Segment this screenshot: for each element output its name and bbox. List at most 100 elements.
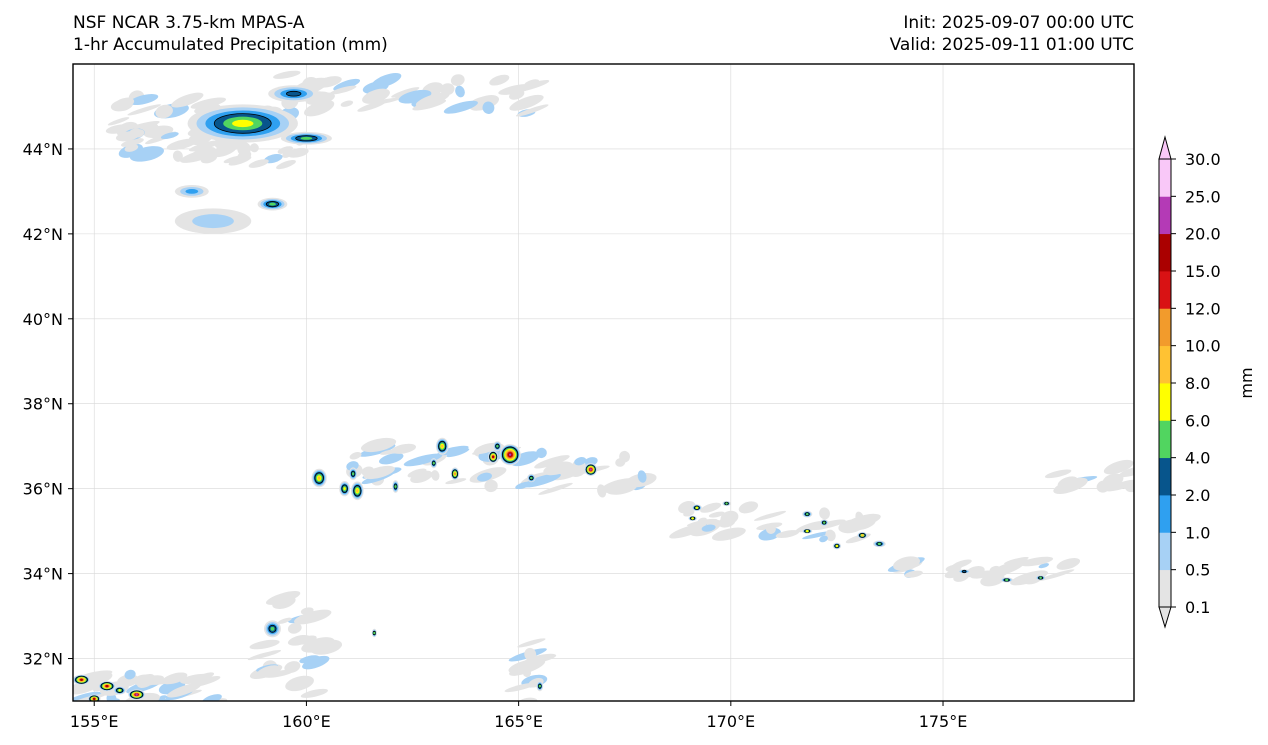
colorbar: 0.1 0.5 1.0 2.0 4.0 6.0 8.0 10.0 12.0 15.0 20.0 25.… — [1158, 135, 1256, 629]
light-rain-patch — [477, 472, 492, 482]
precip-cell — [1035, 575, 1046, 581]
precip-contour — [269, 202, 276, 206]
light-rain-patch — [285, 675, 314, 692]
lon-tick-label: 160°E — [282, 712, 331, 731]
light-rain-patch — [515, 104, 549, 117]
light-rain-patch — [538, 482, 573, 495]
light-rain-patch — [373, 97, 400, 105]
light-rain-patch — [73, 679, 101, 695]
light-rain-patch — [450, 74, 465, 86]
light-rain-patch — [287, 622, 302, 634]
light-rain-patch — [237, 150, 252, 161]
precip-contour — [530, 476, 533, 480]
light-rain-patch — [287, 147, 309, 158]
light-rain-patch — [107, 117, 130, 126]
colorbar-tick-label: 0.5 — [1185, 561, 1210, 580]
light-rain-patch — [443, 100, 478, 114]
light-rain-patch — [970, 570, 994, 579]
precip-contour — [185, 189, 199, 194]
light-rain-patch — [504, 682, 536, 693]
light-rain-patch — [524, 647, 537, 661]
light-rain-patch — [1038, 563, 1050, 569]
colorbar-max-extend — [1158, 135, 1172, 160]
light-rain-patch — [708, 511, 725, 518]
light-rain-patch — [996, 559, 1031, 571]
precip-cell — [268, 85, 320, 103]
light-rain-patch — [1105, 479, 1134, 492]
light-rain-patch — [574, 457, 587, 466]
precip-cell — [263, 620, 281, 638]
colorbar-segment — [1159, 308, 1171, 347]
light-rain-patch — [810, 519, 846, 531]
precip-contour — [343, 487, 346, 491]
light-rain-patch — [637, 470, 647, 483]
precip-contour — [80, 678, 83, 681]
precip-cell — [802, 528, 813, 534]
light-rain-patch — [765, 523, 776, 534]
light-rain-patch — [678, 501, 696, 514]
precip-contour — [135, 693, 138, 696]
precip-cell — [280, 131, 332, 145]
precip-cell — [722, 500, 731, 507]
colorbar-tick-label: 12.0 — [1185, 299, 1221, 318]
precip-contour — [508, 453, 512, 456]
light-rain-patch — [534, 455, 570, 469]
light-rain-patch — [904, 570, 923, 578]
light-rain-patch — [516, 697, 538, 701]
lat-tick-label: 44°N — [23, 140, 63, 159]
light-rain-patch — [484, 479, 498, 493]
light-rain-patch — [129, 146, 164, 162]
light-rain-patch — [1038, 569, 1075, 581]
light-rain-patch — [509, 94, 544, 111]
title-right: Init: 2025-09-07 00:00 UTC Valid: 2025-0… — [890, 12, 1134, 56]
light-rain-patch — [188, 675, 221, 688]
light-rain-patch — [455, 85, 465, 98]
light-rain-patch — [276, 160, 296, 170]
light-rain-patch — [379, 453, 404, 465]
precip-contour — [806, 529, 809, 533]
colorbar-tick-label: 20.0 — [1185, 225, 1221, 244]
lat-tick-label: 32°N — [23, 650, 63, 669]
light-rain-patch — [160, 132, 179, 140]
light-rain-patch — [510, 451, 540, 467]
light-rain-patch — [188, 140, 221, 152]
precip-contour — [356, 489, 359, 493]
precip-cell — [113, 686, 127, 695]
light-rain-patch — [517, 638, 546, 648]
light-rain-patch — [1044, 469, 1072, 479]
precip-contour — [1039, 576, 1042, 580]
title-left: NSF NCAR 3.75-km MPAS-A 1-hr Accumulated… — [73, 12, 388, 56]
map-axes: 155°E 160°E 165°E 170°E 175°E 32°N 34°N 36°N 38°… — [23, 140, 968, 731]
lon-tick-label: 165°E — [494, 712, 543, 731]
colorbar-tick-label: 6.0 — [1185, 411, 1210, 430]
light-rain-patch — [1056, 558, 1081, 570]
light-rain-patch — [107, 698, 120, 701]
precip-cell — [430, 458, 438, 469]
light-rain-patch — [410, 470, 433, 484]
field-title: 1-hr Accumulated Precipitation (mm) — [73, 35, 388, 55]
precip-contour — [105, 684, 109, 688]
colorbar-min-extend — [1158, 606, 1172, 629]
precip-contour — [877, 542, 881, 546]
precip-cell — [450, 467, 460, 481]
light-rain-patch — [855, 511, 864, 524]
precip-contour — [695, 506, 699, 509]
light-rain-patch — [265, 590, 301, 605]
light-rain-patch — [171, 92, 204, 108]
precip-cell — [87, 694, 101, 701]
precip-cell — [688, 515, 697, 521]
light-rain-patch — [349, 452, 362, 460]
colorbar-segment — [1159, 383, 1171, 421]
colorbar-tick-label: 8.0 — [1185, 374, 1210, 393]
light-rain-patch — [1004, 556, 1029, 565]
colorbar-tick-label: 2.0 — [1185, 486, 1210, 505]
light-rain-patch — [360, 437, 397, 453]
light-rain-patch — [371, 73, 402, 88]
light-rain-patch — [192, 146, 216, 157]
precip-cell — [311, 468, 327, 488]
light-rain-patch — [249, 639, 280, 650]
precip-contour — [232, 119, 254, 128]
precip-cell — [832, 542, 842, 550]
light-rain-patch — [294, 609, 332, 625]
light-rain-patch — [1053, 477, 1088, 494]
